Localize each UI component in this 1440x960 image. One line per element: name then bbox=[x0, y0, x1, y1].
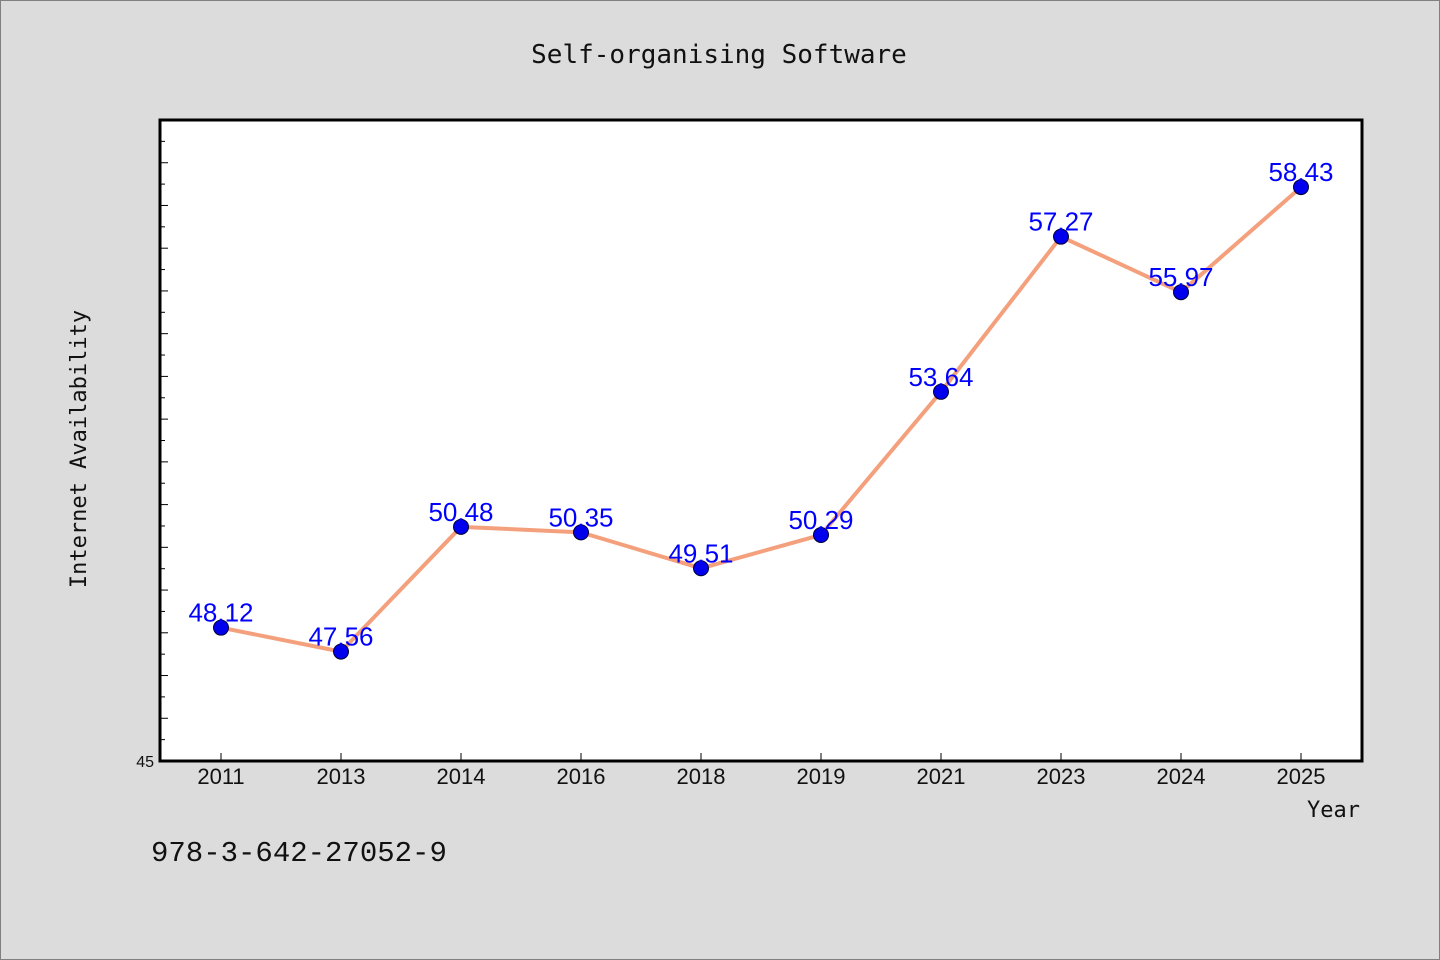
data-value-label: 57.27 bbox=[1028, 207, 1093, 237]
data-point bbox=[933, 383, 949, 400]
data-markers bbox=[213, 179, 1309, 660]
x-tick-label: 2024 bbox=[1157, 764, 1206, 789]
data-point bbox=[1053, 228, 1069, 245]
data-point bbox=[573, 524, 589, 541]
x-tick-label: 2013 bbox=[317, 764, 366, 789]
x-tick-label: 2019 bbox=[797, 764, 846, 789]
x-tick-label: 2023 bbox=[1037, 764, 1086, 789]
data-point bbox=[1293, 179, 1309, 196]
data-value-labels: 48.12 47.56 50.48 50.35 49.51 50.29 53.64 57.27… bbox=[188, 157, 1333, 652]
data-value-label: 50.35 bbox=[548, 502, 613, 532]
plot-area bbox=[158, 118, 1364, 763]
data-point bbox=[453, 518, 469, 535]
series-line bbox=[219, 185, 1303, 654]
y-axis-tick-labels: 45 bbox=[136, 754, 154, 771]
data-point bbox=[813, 526, 829, 543]
data-value-label: 55.97 bbox=[1148, 262, 1213, 292]
y-axis-label: Internet Availability bbox=[67, 310, 92, 588]
data-point bbox=[333, 643, 349, 660]
y-axis-ticks bbox=[160, 140, 168, 741]
x-tick-label: 2021 bbox=[917, 764, 966, 789]
chart-title: Self-organising Software bbox=[531, 40, 907, 70]
data-value-label: 50.29 bbox=[788, 505, 853, 535]
x-tick-label: 2018 bbox=[677, 764, 726, 789]
x-axis-tick-labels: 2011 2013 2014 2016 2018 2019 2021 2023 2024 2025 bbox=[197, 764, 1325, 789]
data-point bbox=[693, 560, 709, 577]
data-value-label: 58.43 bbox=[1268, 157, 1333, 187]
x-tick-label: 2016 bbox=[557, 764, 606, 789]
data-point bbox=[1173, 284, 1189, 301]
footer-isbn: 978-3-642-27052-9 bbox=[151, 837, 447, 870]
data-value-label: 50.48 bbox=[428, 497, 493, 527]
data-value-label: 53.64 bbox=[908, 362, 973, 392]
x-tick-label: 2014 bbox=[437, 764, 486, 789]
data-value-label: 48.12 bbox=[188, 598, 253, 628]
x-axis-label: Year bbox=[1307, 798, 1360, 823]
data-value-label: 47.56 bbox=[308, 622, 373, 652]
x-tick-label: 2011 bbox=[197, 764, 244, 789]
x-tick-label: 2025 bbox=[1277, 764, 1326, 789]
data-point bbox=[213, 619, 229, 636]
data-value-label: 49.51 bbox=[668, 538, 733, 568]
x-axis-ticks bbox=[220, 753, 1302, 761]
y-tick-label: 45 bbox=[136, 754, 154, 771]
